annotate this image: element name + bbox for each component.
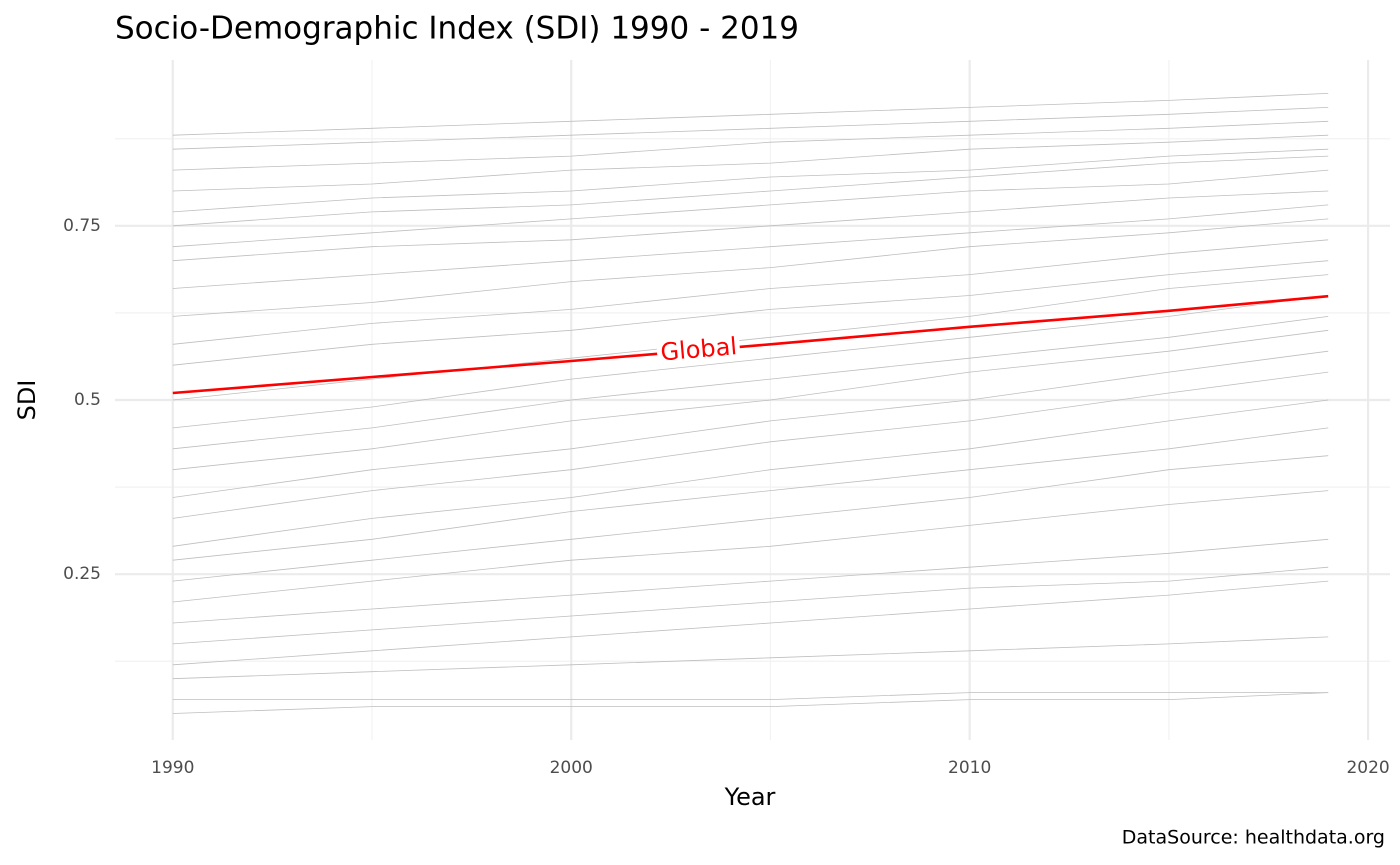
x-tick-label: 1990: [151, 758, 194, 778]
y-axis-label: SDI: [13, 380, 41, 421]
country-line: [172, 169, 1329, 248]
country-line: [172, 580, 1329, 666]
highlight-line: [172, 294, 1329, 395]
country-line: [172, 239, 1329, 345]
country-line: [172, 538, 1329, 624]
country-line: [172, 490, 1329, 603]
country-line: [172, 190, 1329, 262]
country-line: [172, 316, 1329, 450]
x-tick-label: 2020: [1346, 758, 1389, 778]
country-line: [172, 399, 1329, 547]
country-line: [172, 371, 1329, 519]
country-line: [172, 204, 1329, 289]
country-line: [172, 692, 1329, 714]
country-line: [172, 107, 1329, 150]
country-line: [172, 218, 1329, 317]
country-line: [172, 329, 1329, 471]
country-line: [172, 692, 1329, 700]
country-line: [172, 350, 1329, 498]
country-line: [172, 148, 1329, 213]
country-line: [172, 93, 1329, 136]
country-line: [172, 155, 1329, 227]
country-line: [172, 274, 1329, 401]
x-tick-label: 2000: [550, 758, 593, 778]
y-tick-label: 0.5: [74, 390, 101, 410]
country-line: [172, 134, 1329, 192]
y-tick-label: 0.25: [63, 564, 101, 584]
caption: DataSource: healthdata.org: [1122, 827, 1385, 849]
country-line: [172, 295, 1329, 429]
x-tick-label: 2010: [948, 758, 991, 778]
country-line: [172, 427, 1329, 561]
country-line: [172, 636, 1329, 680]
country-line: [172, 120, 1329, 171]
country-line: [172, 260, 1329, 366]
line-label: Global: [659, 332, 738, 366]
x-axis-label: Year: [724, 783, 776, 811]
country-line: [172, 455, 1329, 582]
country-line: [172, 566, 1329, 645]
y-tick-label: 0.75: [63, 216, 101, 236]
chart-title: Socio-Demographic Index (SDI) 1990 - 201…: [115, 11, 799, 47]
